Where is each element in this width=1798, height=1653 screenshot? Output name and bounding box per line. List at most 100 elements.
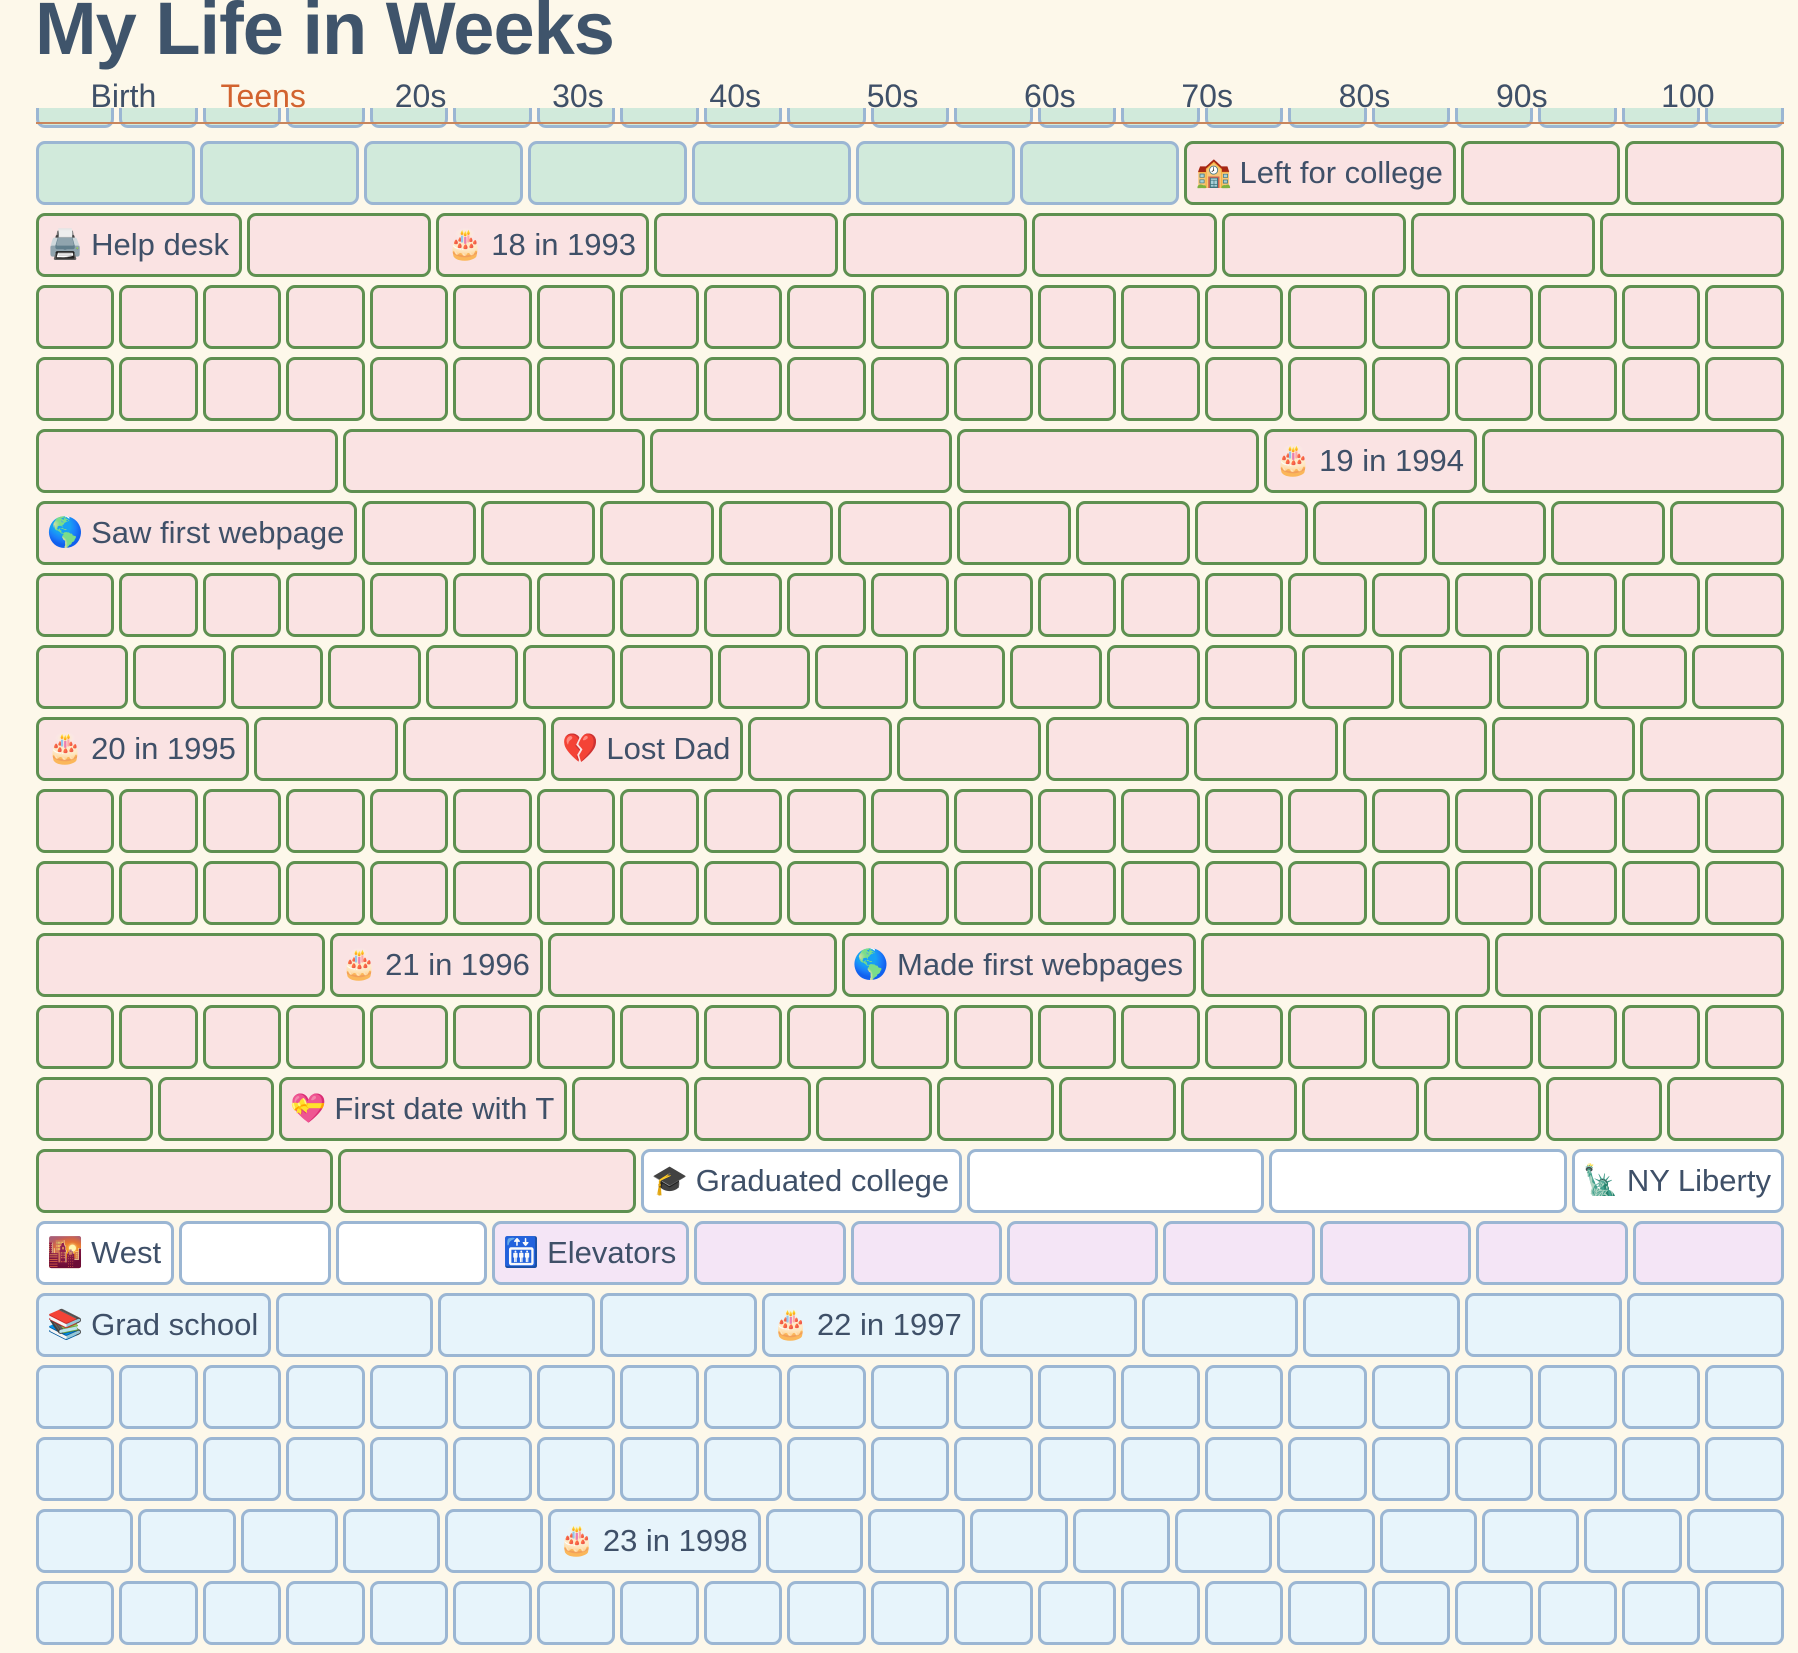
week-cell[interactable]	[36, 645, 129, 709]
week-cell[interactable]	[867, 1509, 966, 1573]
week-cell[interactable]	[1379, 1509, 1478, 1573]
week-cell[interactable]	[119, 357, 198, 421]
week-cell[interactable]	[1303, 1293, 1461, 1357]
week-cell[interactable]	[536, 1365, 616, 1429]
week-cell[interactable]	[1584, 1509, 1682, 1573]
week-cell[interactable]	[620, 1581, 699, 1645]
week-cell[interactable]	[1371, 108, 1450, 128]
week-cell[interactable]	[202, 1437, 282, 1501]
week-cell[interactable]	[1121, 861, 1200, 925]
event-cell[interactable]: 🎂 21 in 1996	[329, 933, 543, 997]
week-cell[interactable]	[369, 861, 449, 925]
week-cell[interactable]	[362, 501, 477, 565]
week-cell[interactable]	[1621, 108, 1701, 128]
week-cell[interactable]	[870, 573, 950, 637]
week-cell[interactable]	[703, 1005, 783, 1069]
week-cell[interactable]	[954, 285, 1033, 349]
week-cell[interactable]	[1371, 285, 1450, 349]
week-cell[interactable]	[1705, 285, 1784, 349]
event-cell[interactable]: 🛗 Elevators	[491, 1221, 690, 1285]
week-cell[interactable]	[870, 285, 950, 349]
week-cell[interactable]	[1460, 141, 1620, 205]
week-cell[interactable]	[954, 1365, 1033, 1429]
week-cell[interactable]	[1037, 1365, 1117, 1429]
week-cell[interactable]	[453, 1581, 532, 1645]
week-cell[interactable]	[703, 573, 783, 637]
week-cell[interactable]	[1121, 1581, 1200, 1645]
week-cell[interactable]	[202, 357, 282, 421]
week-cell[interactable]	[620, 357, 699, 421]
week-cell[interactable]	[954, 573, 1033, 637]
week-cell[interactable]	[1705, 357, 1784, 421]
week-cell[interactable]	[453, 357, 532, 421]
week-cell[interactable]	[1423, 1077, 1541, 1141]
week-cell[interactable]	[787, 789, 866, 853]
week-cell[interactable]	[536, 108, 616, 128]
week-cell[interactable]	[36, 1077, 153, 1141]
week-cell[interactable]	[202, 789, 282, 853]
week-cell[interactable]	[36, 429, 339, 493]
event-cell[interactable]: 📚 Grad school	[36, 1293, 272, 1357]
week-cell[interactable]	[1621, 861, 1701, 925]
week-cell[interactable]	[536, 861, 616, 925]
week-cell[interactable]	[1288, 1437, 1367, 1501]
week-cell[interactable]	[654, 213, 839, 277]
week-cell[interactable]	[1705, 1581, 1784, 1645]
week-cell[interactable]	[1288, 285, 1367, 349]
week-cell[interactable]	[1538, 861, 1617, 925]
week-cell[interactable]	[1624, 141, 1785, 205]
week-cell[interactable]	[230, 645, 324, 709]
week-cell[interactable]	[1538, 357, 1617, 421]
week-cell[interactable]	[445, 1509, 543, 1573]
week-cell[interactable]	[1204, 1581, 1284, 1645]
week-cell[interactable]	[1454, 861, 1534, 925]
week-cell[interactable]	[246, 213, 432, 277]
event-cell[interactable]: 💔 Lost Dad	[551, 717, 744, 781]
week-cell[interactable]	[694, 1077, 811, 1141]
week-cell[interactable]	[202, 1581, 282, 1645]
week-cell[interactable]	[1538, 1581, 1617, 1645]
week-cell[interactable]	[694, 1221, 846, 1285]
week-cell[interactable]	[276, 1293, 434, 1357]
week-cell[interactable]	[36, 573, 115, 637]
week-cell[interactable]	[36, 1509, 134, 1573]
week-cell[interactable]	[536, 357, 616, 421]
event-cell[interactable]: 🎂 19 in 1994	[1264, 429, 1477, 493]
week-cell[interactable]	[1627, 1293, 1785, 1357]
week-cell[interactable]	[703, 108, 783, 128]
week-cell[interactable]	[1551, 501, 1666, 565]
week-cell[interactable]	[36, 141, 196, 205]
week-cell[interactable]	[954, 108, 1033, 128]
week-cell[interactable]	[815, 645, 908, 709]
week-cell[interactable]	[1538, 108, 1617, 128]
week-cell[interactable]	[870, 861, 950, 925]
week-cell[interactable]	[286, 573, 365, 637]
week-cell[interactable]	[1009, 645, 1103, 709]
week-cell[interactable]	[36, 1149, 334, 1213]
week-cell[interactable]	[765, 1509, 863, 1573]
week-cell[interactable]	[1691, 645, 1785, 709]
week-cell[interactable]	[1705, 789, 1784, 853]
week-cell[interactable]	[481, 501, 596, 565]
week-cell[interactable]	[1465, 1293, 1623, 1357]
week-cell[interactable]	[343, 429, 646, 493]
event-cell[interactable]: 🎂 22 in 1997	[761, 1293, 975, 1357]
week-cell[interactable]	[240, 1509, 339, 1573]
week-cell[interactable]	[692, 141, 852, 205]
week-cell[interactable]	[1037, 789, 1117, 853]
week-cell[interactable]	[957, 429, 1260, 493]
week-cell[interactable]	[912, 645, 1005, 709]
week-cell[interactable]	[453, 1365, 532, 1429]
week-cell[interactable]	[536, 1581, 616, 1645]
week-cell[interactable]	[119, 789, 198, 853]
week-cell[interactable]	[133, 645, 226, 709]
event-cell[interactable]: 🏫 Left for college	[1184, 141, 1456, 205]
week-cell[interactable]	[36, 789, 115, 853]
week-cell[interactable]	[1705, 108, 1784, 128]
week-cell[interactable]	[286, 1437, 365, 1501]
week-cell[interactable]	[954, 1005, 1033, 1069]
week-cell[interactable]	[369, 108, 449, 128]
week-cell[interactable]	[1037, 357, 1117, 421]
week-cell[interactable]	[1538, 1005, 1617, 1069]
week-cell[interactable]	[1495, 933, 1785, 997]
